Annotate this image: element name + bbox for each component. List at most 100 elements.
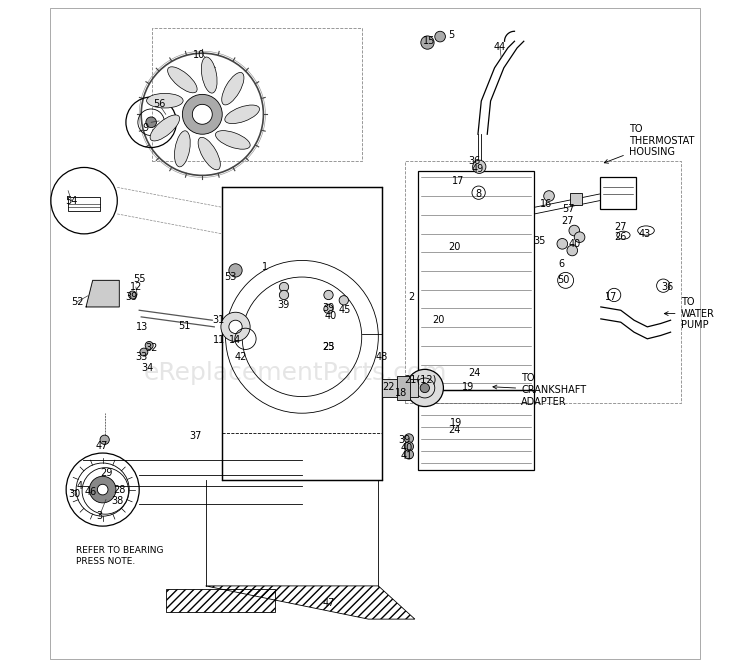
Text: 57: 57 xyxy=(562,203,574,213)
Circle shape xyxy=(98,484,108,495)
Ellipse shape xyxy=(215,131,250,149)
Text: 22: 22 xyxy=(382,382,394,392)
Text: 39: 39 xyxy=(278,300,290,310)
Text: 36: 36 xyxy=(662,282,674,292)
Text: 11: 11 xyxy=(213,335,225,345)
Circle shape xyxy=(406,370,443,407)
Circle shape xyxy=(146,342,153,350)
Text: 2: 2 xyxy=(409,292,415,302)
Polygon shape xyxy=(86,280,119,307)
Text: 27: 27 xyxy=(614,222,627,232)
Text: 17: 17 xyxy=(604,292,617,302)
Bar xyxy=(419,390,535,470)
Text: 43: 43 xyxy=(638,229,651,239)
Text: 32: 32 xyxy=(145,343,158,353)
Circle shape xyxy=(569,225,580,236)
Text: 40: 40 xyxy=(324,311,337,321)
Circle shape xyxy=(574,232,585,243)
Text: TO
THERMOSTAT
HOUSING: TO THERMOSTAT HOUSING xyxy=(604,124,694,163)
Bar xyxy=(419,171,535,390)
Bar xyxy=(222,187,382,480)
Text: 46: 46 xyxy=(85,487,97,497)
Text: 35: 35 xyxy=(533,235,546,245)
Circle shape xyxy=(404,434,413,443)
Text: 38: 38 xyxy=(111,496,124,506)
Ellipse shape xyxy=(198,137,220,170)
Circle shape xyxy=(339,295,349,305)
Text: 51: 51 xyxy=(178,321,190,331)
Circle shape xyxy=(229,263,242,277)
Text: 41: 41 xyxy=(400,452,413,462)
Circle shape xyxy=(404,442,413,451)
Text: 39: 39 xyxy=(399,435,411,445)
Ellipse shape xyxy=(167,67,197,93)
Text: 44: 44 xyxy=(494,41,506,51)
Text: 27: 27 xyxy=(561,215,574,225)
Text: 1: 1 xyxy=(262,262,268,272)
Circle shape xyxy=(89,476,116,503)
Circle shape xyxy=(229,320,242,334)
Circle shape xyxy=(324,290,333,299)
Text: 19: 19 xyxy=(462,382,474,392)
Ellipse shape xyxy=(175,131,190,167)
Ellipse shape xyxy=(222,73,244,105)
Ellipse shape xyxy=(225,105,260,123)
Text: 47: 47 xyxy=(95,442,107,452)
Ellipse shape xyxy=(201,57,217,93)
Text: 56: 56 xyxy=(153,99,165,109)
Text: 31: 31 xyxy=(213,315,225,325)
Text: 39: 39 xyxy=(125,292,137,302)
Text: 13: 13 xyxy=(136,322,148,332)
Text: TO
CRANKSHAFT
ADAPTER: TO CRANKSHAFT ADAPTER xyxy=(493,374,586,407)
Bar xyxy=(599,177,636,209)
Text: 52: 52 xyxy=(71,297,84,307)
Text: 8: 8 xyxy=(475,189,481,199)
Text: 34: 34 xyxy=(141,363,153,373)
Text: 47: 47 xyxy=(322,598,334,608)
Text: 9: 9 xyxy=(142,123,149,133)
Circle shape xyxy=(544,191,554,201)
Text: 3: 3 xyxy=(96,511,103,521)
Circle shape xyxy=(472,160,486,173)
Bar xyxy=(382,380,419,397)
Text: 18: 18 xyxy=(395,388,408,398)
Text: 54: 54 xyxy=(65,195,78,205)
Text: 39: 39 xyxy=(322,303,334,313)
Circle shape xyxy=(421,36,434,49)
Circle shape xyxy=(435,31,445,42)
Bar xyxy=(397,376,410,400)
Circle shape xyxy=(140,348,148,356)
Ellipse shape xyxy=(146,93,183,108)
Text: 48: 48 xyxy=(376,352,388,362)
Text: 40: 40 xyxy=(400,443,413,453)
Circle shape xyxy=(146,117,157,127)
Circle shape xyxy=(567,245,578,255)
Text: TO
WATER
PUMP: TO WATER PUMP xyxy=(664,297,715,330)
Text: 45: 45 xyxy=(339,305,351,315)
Text: 24: 24 xyxy=(448,425,461,435)
Circle shape xyxy=(128,291,136,299)
Text: 53: 53 xyxy=(224,272,236,282)
Text: 30: 30 xyxy=(68,489,80,499)
Text: 14: 14 xyxy=(230,335,242,345)
Text: 10: 10 xyxy=(193,49,205,59)
Text: 23: 23 xyxy=(322,342,334,352)
Text: 5: 5 xyxy=(448,29,454,39)
Circle shape xyxy=(182,94,222,134)
Circle shape xyxy=(404,450,413,459)
Text: 4: 4 xyxy=(76,482,82,492)
Circle shape xyxy=(221,312,251,342)
Text: 42: 42 xyxy=(235,352,247,362)
Ellipse shape xyxy=(150,115,179,141)
Text: 21(12): 21(12) xyxy=(404,375,436,385)
Text: REFER TO BEARING
PRESS NOTE.: REFER TO BEARING PRESS NOTE. xyxy=(76,546,164,566)
Circle shape xyxy=(557,239,568,249)
Text: 29: 29 xyxy=(100,468,112,478)
Text: 15: 15 xyxy=(423,36,436,46)
Text: 26: 26 xyxy=(614,232,627,242)
Text: 50: 50 xyxy=(556,275,569,285)
Text: 19: 19 xyxy=(450,418,462,428)
Circle shape xyxy=(324,304,333,313)
Circle shape xyxy=(420,384,430,393)
Text: 20: 20 xyxy=(448,242,461,252)
